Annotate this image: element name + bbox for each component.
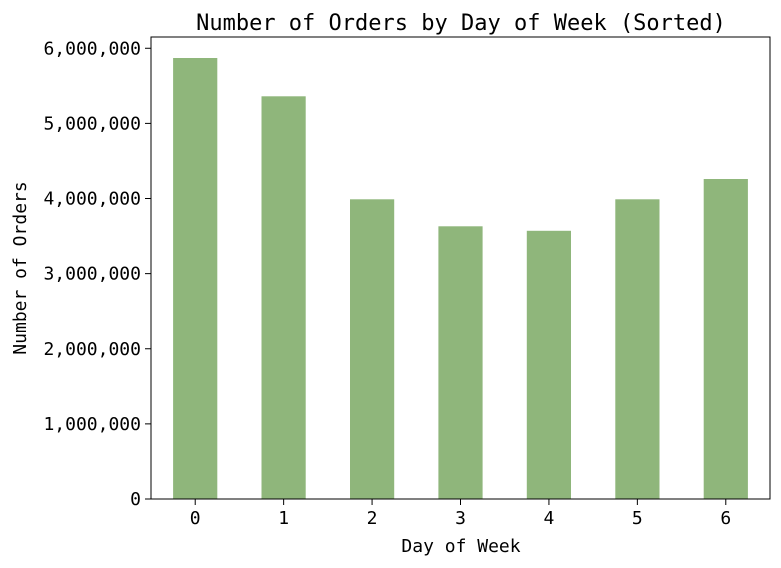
chart-title: Number of Orders by Day of Week (Sorted) xyxy=(196,11,726,36)
y-axis-label: Number of Orders xyxy=(10,181,31,354)
plot-frame xyxy=(150,36,771,500)
y-tick-label: 4,000,000 xyxy=(43,189,141,210)
bar-day-2 xyxy=(350,199,395,500)
y-tick-label: 2,000,000 xyxy=(43,339,141,360)
bar-day-0 xyxy=(173,58,218,499)
y-axis-ticks: 0 1,000,000 2,000,000 3,000,000 4,000,000 5,0… xyxy=(43,38,151,510)
x-tick-label: 0 xyxy=(190,508,201,529)
x-tick-label: 3 xyxy=(455,508,466,529)
y-tick-label: 6,000,000 xyxy=(43,38,141,59)
x-tick-label: 4 xyxy=(544,508,555,529)
y-tick-label: 3,000,000 xyxy=(43,264,141,285)
y-tick-label: 5,000,000 xyxy=(43,113,141,134)
bar-day-5 xyxy=(615,199,660,500)
bars-group xyxy=(173,58,748,500)
bar-day-1 xyxy=(261,96,306,500)
bar-day-3 xyxy=(438,226,483,500)
y-tick-label: 1,000,000 xyxy=(43,414,141,435)
x-tick-label: 2 xyxy=(367,508,378,529)
x-tick-label: 5 xyxy=(632,508,643,529)
x-tick-label: 6 xyxy=(720,508,731,529)
x-axis-label: Day of Week xyxy=(401,536,520,557)
bar-day-4 xyxy=(526,230,571,500)
x-axis-ticks: 0 1 2 3 4 5 6 xyxy=(190,499,731,529)
x-tick-label: 1 xyxy=(278,508,289,529)
y-tick-label: 0 xyxy=(130,489,141,510)
bar-day-6 xyxy=(703,179,748,499)
